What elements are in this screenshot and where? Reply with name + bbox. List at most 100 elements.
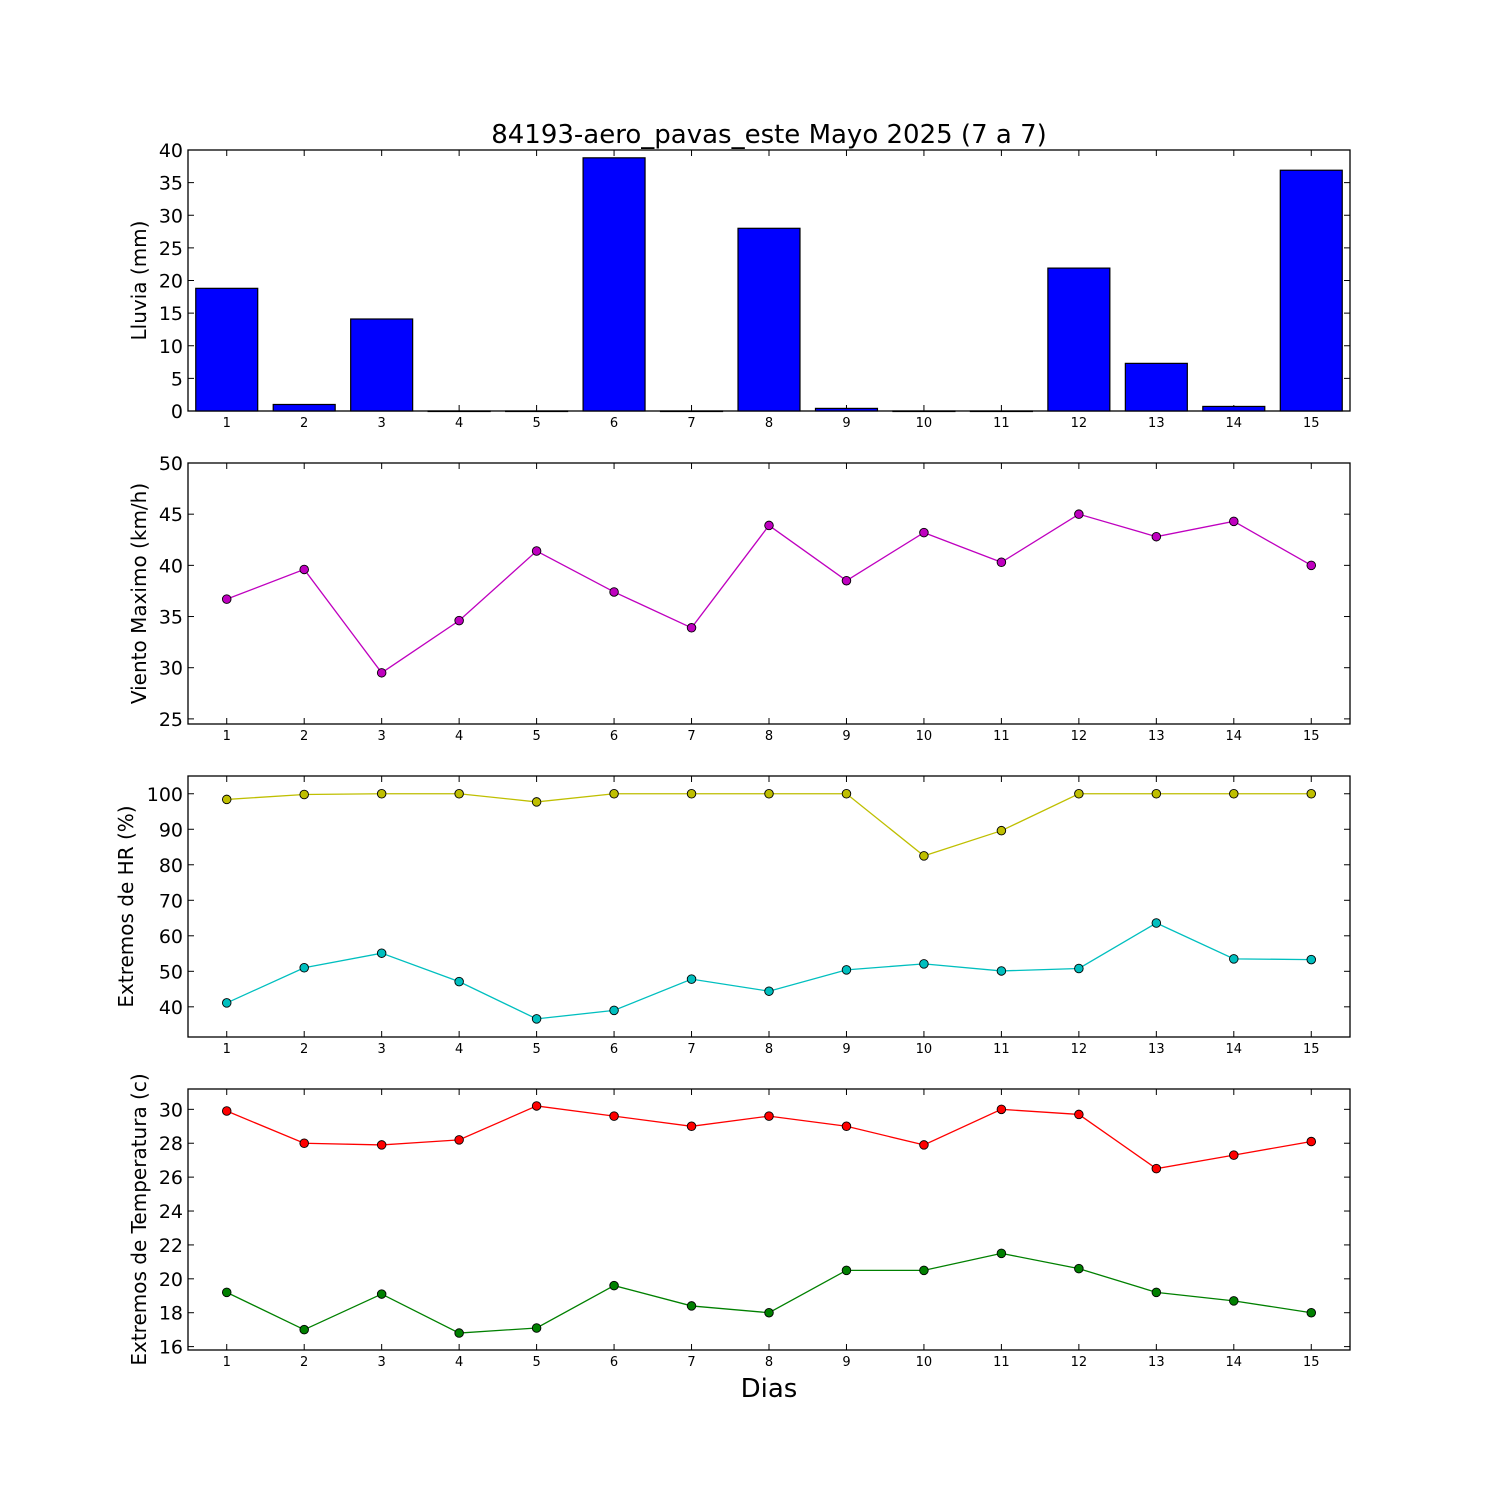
x-tick-label: 3 [378, 1355, 386, 1370]
y-tick-label: 60 [159, 926, 183, 948]
x-tick-label: 9 [842, 729, 850, 744]
y-tick-label: 18 [159, 1303, 183, 1325]
data-point [1229, 954, 1239, 964]
y-tick-label: 10 [159, 336, 183, 358]
x-tick-label: 15 [1303, 1355, 1320, 1370]
x-tick-label: 13 [1148, 1042, 1165, 1057]
x-tick-label: 11 [993, 1042, 1010, 1057]
x-tick-label: 7 [687, 1042, 695, 1057]
data-point [764, 520, 774, 531]
rain-bar [1279, 169, 1343, 412]
data-point [1151, 789, 1162, 799]
data-point [996, 557, 1007, 568]
data-point [376, 1140, 387, 1150]
rain-bar [814, 407, 879, 412]
y-tick-label: 70 [159, 890, 183, 912]
x-tick-label: 6 [610, 1355, 618, 1370]
data-point [764, 1307, 774, 1318]
plot-frame [187, 775, 1351, 1038]
rain-bar [892, 410, 956, 413]
x-tick-label: 1 [223, 416, 231, 431]
x-tick-label: 12 [1071, 729, 1088, 744]
y-tick-label: 20 [159, 271, 183, 293]
data-point [531, 1323, 542, 1333]
data-point [1229, 789, 1239, 799]
x-tick-label: 14 [1226, 729, 1243, 744]
x-tick-label: 8 [765, 1355, 773, 1370]
data-point [996, 825, 1007, 836]
data-point [1151, 1287, 1162, 1298]
data-point [1306, 560, 1317, 571]
data-point [299, 1138, 309, 1148]
x-tick-label: 2 [300, 1042, 308, 1057]
data-point [841, 1265, 852, 1276]
x-tick-label: 13 [1148, 729, 1165, 744]
data-point [764, 1111, 774, 1121]
x-tick-label: 8 [765, 729, 773, 744]
y-tick-label: 22 [159, 1235, 183, 1257]
data-point [919, 1265, 929, 1276]
data-point [686, 623, 697, 633]
data-point [299, 963, 309, 973]
x-tick-label: 5 [532, 416, 540, 431]
x-tick-label: 14 [1226, 1355, 1243, 1370]
rain-bar [195, 287, 259, 412]
data-point [531, 1014, 542, 1024]
x-tick-label: 13 [1148, 416, 1165, 431]
rain-bar [659, 410, 724, 413]
x-tick-label: 9 [842, 1355, 850, 1370]
x-tick-label: 6 [610, 416, 618, 431]
x-tick-label: 9 [842, 416, 850, 431]
data-point [531, 797, 542, 807]
y-axis-label: Extremos de Temperatura (c) [127, 1073, 151, 1365]
data-point [686, 974, 697, 984]
y-axis-label: Viento Maximo (km/h) [127, 483, 151, 704]
data-point [764, 986, 774, 996]
x-tick-label: 1 [223, 729, 231, 744]
y-tick-label: 16 [159, 1337, 183, 1359]
data-point [454, 1135, 464, 1145]
rain-bar [1202, 405, 1266, 412]
series-line-1 [226, 793, 1312, 857]
x-tick-label: 4 [455, 1042, 463, 1057]
data-point [1074, 1263, 1084, 1274]
x-tick-label: 10 [916, 416, 933, 431]
y-tick-label: 24 [159, 1201, 183, 1223]
x-tick-label: 4 [455, 416, 463, 431]
data-point [841, 789, 852, 799]
y-axis-label: Extremos de HR (%) [114, 805, 138, 1007]
x-tick-label: 14 [1226, 416, 1243, 431]
rain-bar [350, 318, 414, 412]
x-tick-label: 6 [610, 729, 618, 744]
y-tick-label: 26 [159, 1167, 183, 1189]
x-tick-label: 8 [765, 416, 773, 431]
data-point [376, 948, 387, 958]
data-point [841, 965, 852, 975]
x-tick-label: 1 [223, 1042, 231, 1057]
data-point [1074, 509, 1084, 519]
series-line-1 [226, 513, 1312, 674]
x-tick-label: 3 [378, 729, 386, 744]
data-point [996, 1104, 1007, 1115]
data-point [221, 1287, 232, 1298]
x-tick-label: 7 [687, 1355, 695, 1370]
data-point [919, 527, 929, 538]
y-tick-label: 35 [159, 173, 183, 195]
data-point [376, 668, 387, 678]
y-tick-label: 35 [159, 607, 183, 629]
y-tick-label: 25 [159, 238, 183, 260]
x-tick-label: 2 [300, 416, 308, 431]
data-point [609, 587, 619, 597]
y-tick-label: 40 [159, 997, 183, 1019]
data-point [1229, 1296, 1239, 1306]
x-tick-label: 12 [1071, 1355, 1088, 1370]
data-point [686, 789, 697, 799]
rain-bar [272, 403, 336, 412]
data-point [841, 1121, 852, 1132]
y-axis-label: Lluvia (mm) [127, 221, 151, 341]
x-tick-label: 9 [842, 1042, 850, 1057]
y-tick-label: 50 [159, 961, 183, 983]
